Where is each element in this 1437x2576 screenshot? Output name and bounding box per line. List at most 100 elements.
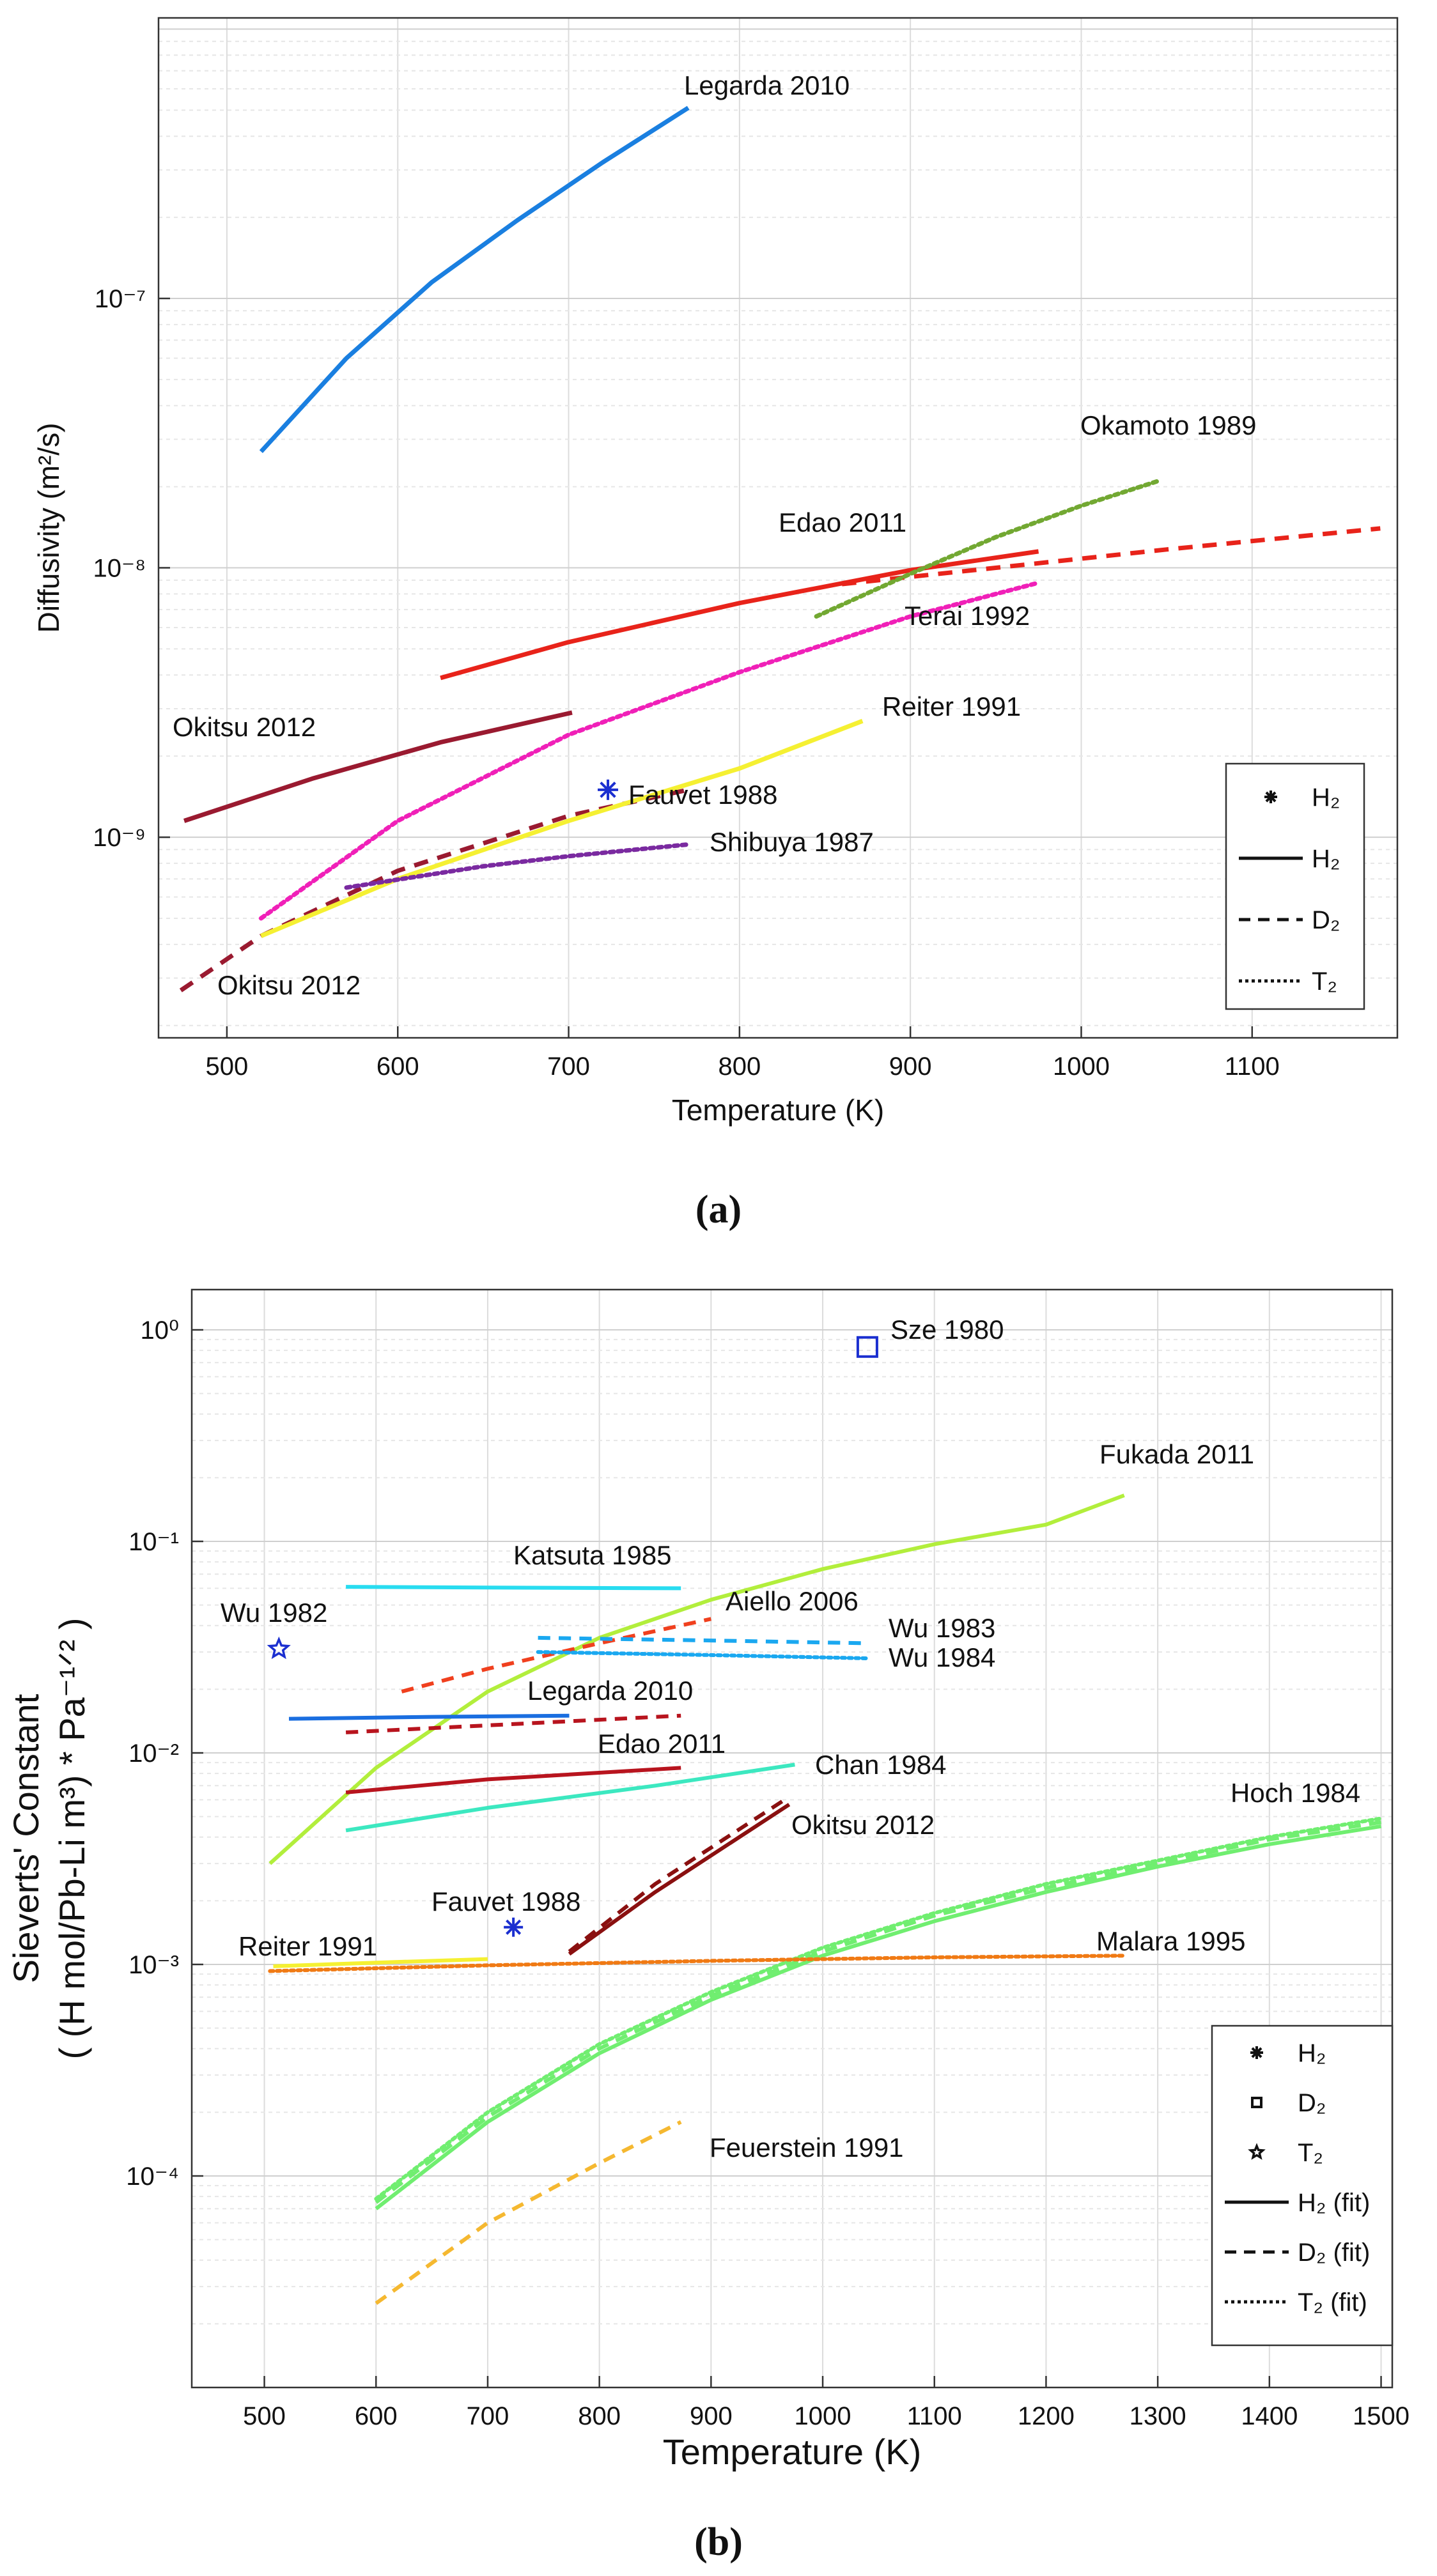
legend-marker-asterisk-stroke: [1265, 791, 1277, 803]
series-line-edao-2011-d2: [841, 526, 1381, 587]
series-line-legarda-2010-h2: [288, 1713, 570, 1721]
data-point-fauvet-1988: [598, 779, 619, 800]
series-line-okitsu-2012-d2: [179, 787, 689, 992]
legend-label: H₂ (fit): [1298, 2189, 1370, 2217]
series-line-hoch-1984-t2: [374, 1816, 1383, 2201]
series-label-okitsu-2012-h2: Okitsu 2012: [791, 1810, 935, 1840]
panel-a: 500 600 700 800 900 1000 1100 10⁻⁹ 10⁻⁸ 10⁻⁷ Tempe…: [32, 17, 1399, 1231]
series-line-legarda-2010: [259, 105, 690, 454]
legend-label: H₂: [1312, 783, 1340, 812]
series-line-okitsu-2012-h2: [568, 1803, 791, 1956]
series-label-edao-2011-h2: Edao 2011: [779, 507, 906, 537]
plot-frame: [157, 17, 1399, 1039]
y-axis-label: Sieverts' Constant: [6, 1693, 46, 1983]
x-tick-label: 1200: [1018, 2402, 1075, 2430]
data-point-sze-1980-box: [856, 1336, 878, 1358]
series-line-katsuta-1985: [346, 1585, 681, 1591]
series-line-legarda-2010-d2: [345, 1713, 681, 1734]
y-tick-label: 10⁻⁷: [95, 285, 146, 313]
y-tick-label: 10⁻¹: [128, 1528, 179, 1556]
x-tick-label: 1100: [1225, 1053, 1280, 1081]
series-line-hoch-1984-h2: [375, 1824, 1381, 2210]
series-label-katsuta-1985: Katsuta 1985: [513, 1540, 672, 1570]
x-tick-label: 800: [578, 2402, 621, 2430]
series-label-shibuya-1987: Shibuya 1987: [710, 827, 874, 857]
y-axis-label: Diffusivity (m²/s): [32, 423, 65, 633]
x-tick-label: 500: [206, 1053, 249, 1081]
series-label-legarda-2010: Legarda 2010: [684, 70, 850, 100]
series-group: [268, 1493, 1383, 2305]
x-tick-label: 500: [243, 2402, 286, 2430]
panel-b: 500 600 700 800 900 1000 1100 1200 1300 1400 1500 1…: [6, 1288, 1410, 2564]
x-tick-label: 900: [889, 1053, 932, 1081]
ticks-a: 500 600 700 800 900 1000 1100 10⁻⁹ 10⁻⁸ 10⁻⁷: [93, 285, 1280, 1081]
legend-box: [1225, 762, 1365, 1010]
series-label-chan-1984: Chan 1984: [815, 1750, 947, 1780]
series-line-reiter-1991: [260, 718, 864, 938]
series-line-edao-2011-h2: [440, 549, 1039, 681]
legend-marker-asterisk: [1264, 791, 1277, 803]
legend-label: T₂ (fit): [1298, 2288, 1367, 2317]
series-line-terai-1992: [258, 580, 1041, 921]
x-tick-label: 800: [718, 1053, 761, 1081]
x-axis-label: Temperature (K): [663, 2432, 922, 2472]
x-tick-label: 1000: [795, 2402, 851, 2430]
legend-marker-star-shape: [1248, 2143, 1266, 2160]
legend-item: D₂ (fit): [1225, 2239, 1370, 2267]
panel-caption-b: (b): [694, 2520, 743, 2564]
legend-label: D₂ (fit): [1298, 2239, 1370, 2267]
point-label-fauvet-1988: Fauvet 1988: [431, 1886, 581, 1917]
series-label-terai-1992: Terai 1992: [905, 601, 1030, 631]
series-group: [179, 105, 1381, 992]
legend-label: H₂: [1312, 845, 1340, 873]
series-line-reiter-1991: [273, 1957, 488, 1968]
series-labels: Legarda 2010 Edao 2011 Okamoto 1989 Terai 1…: [173, 70, 1257, 1000]
point-label-sze-1980: Sze 1980: [890, 1315, 1004, 1345]
legend-item: D₂: [1251, 2089, 1326, 2117]
series-label-okitsu-2012-h2: Okitsu 2012: [173, 712, 316, 742]
legend-label: D₂: [1298, 2089, 1326, 2117]
series-label-okamoto-1989: Okamoto 1989: [1080, 410, 1257, 440]
data-point-fauvet-1988-stroke: [506, 1919, 522, 1935]
y-tick-label: 10⁻³: [128, 1951, 179, 1979]
series-label-fukada-2011: Fukada 2011: [1099, 1439, 1254, 1469]
series-label-feuerstein-1991: Feuerstein 1991: [710, 2133, 904, 2163]
series-line-fukada-2011: [268, 1493, 1125, 1865]
series-label-reiter-1991: Reiter 1991: [882, 691, 1021, 721]
x-tick-label: 600: [377, 1053, 419, 1081]
x-tick-label: 700: [547, 1053, 590, 1081]
y-tick-label: 10⁻²: [128, 1739, 179, 1768]
series-label-wu-1984: Wu 1984: [889, 1642, 995, 1672]
series-line-okitsu-2012-h2: [183, 710, 573, 823]
legend-marker-asterisk: [1250, 2046, 1263, 2059]
legend-marker-asterisk-stroke: [1251, 2047, 1262, 2058]
series-label-edao-2011: Edao 2011: [598, 1729, 726, 1759]
legend-item: D₂: [1239, 906, 1340, 934]
x-tick-label: 1500: [1353, 2402, 1410, 2430]
legend-item: T₂ (fit): [1225, 2288, 1367, 2317]
series-label-malara-1995: Malara 1995: [1096, 1926, 1245, 1956]
point-label-wu-1982: Wu 1982: [221, 1598, 327, 1628]
series-label-wu-1983: Wu 1983: [889, 1613, 995, 1643]
legend-b: H₂ D₂ T₂ H₂ (fit) D₂ (fit) T₂ (fit): [1211, 2025, 1394, 2347]
series-label-okitsu-2012-d2: Okitsu 2012: [217, 970, 361, 1000]
y-axis-label-units: ( (H mol/Pb-Li m³) * Pa⁻¹ᐟ² ): [52, 1617, 92, 2059]
series-line-wu-1983: [538, 1635, 867, 1646]
legend-item: T₂: [1248, 2139, 1323, 2167]
series-line-edao-2011: [345, 1766, 681, 1794]
legend-marker-square-box: [1251, 2097, 1262, 2108]
plot-frame: [190, 1288, 1394, 2389]
series-line-okitsu-2012-d2: [568, 1795, 791, 1954]
legend-item: H₂: [1264, 783, 1340, 812]
data-point-fauvet-1988-stroke: [600, 782, 616, 798]
data-point-wu-1982-shape: [267, 1636, 291, 1660]
data-point-wu-1982: [267, 1636, 291, 1660]
series-line-chan-1984: [345, 1762, 795, 1833]
series-line-aiello-2006: [401, 1617, 711, 1693]
y-tick-label: 10⁻⁴: [126, 2163, 179, 2191]
legend-a: H₂ H₂ D₂ T₂: [1225, 762, 1365, 1010]
y-tick-label: 10⁰: [140, 1316, 179, 1345]
legend-marker-star: [1248, 2143, 1266, 2160]
